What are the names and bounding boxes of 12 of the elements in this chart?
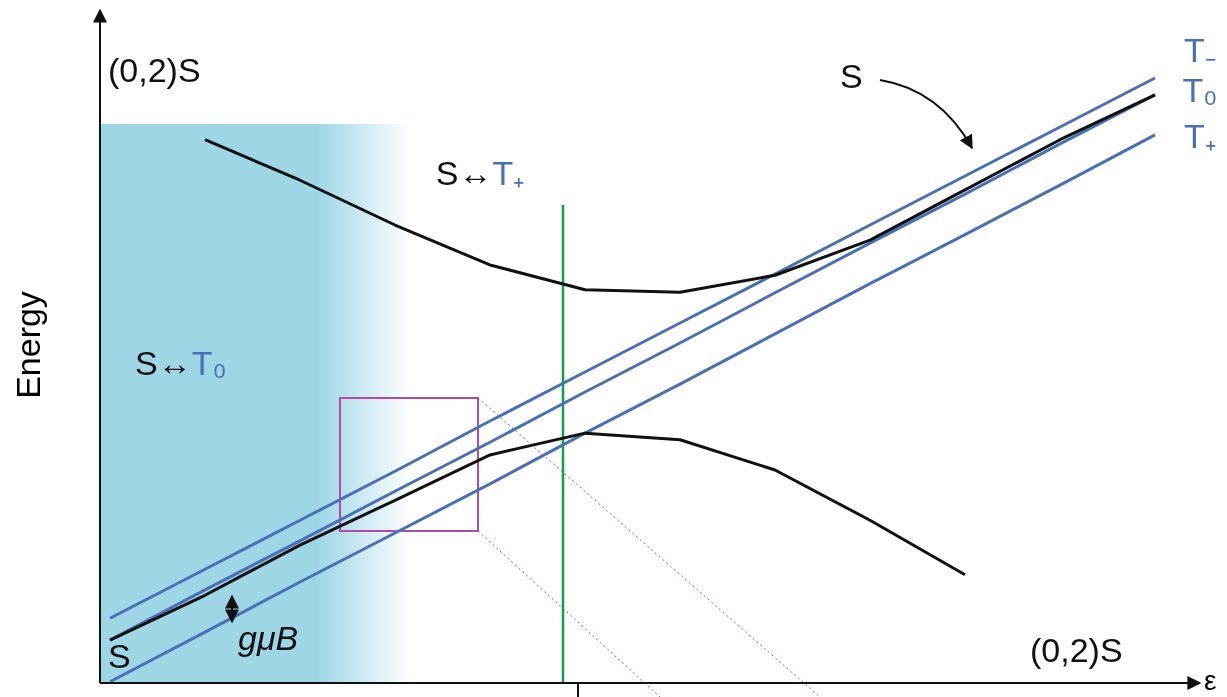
series-label: T₀ [1182,71,1218,109]
annotation: S↔T₊ [435,154,525,192]
annotation: gμB [238,619,299,657]
annotation: S [108,637,131,675]
series-label: T₋ [1184,31,1216,69]
annotation: S↔T₀ [135,344,227,382]
annotation: (0,2)S [1030,631,1123,669]
x-axis-title: ε [1204,665,1217,696]
series-label: T₊ [1184,117,1216,155]
text: S [840,57,863,95]
annotation: (0,2)S [108,51,201,89]
y-axis-title: Energy [9,291,47,399]
